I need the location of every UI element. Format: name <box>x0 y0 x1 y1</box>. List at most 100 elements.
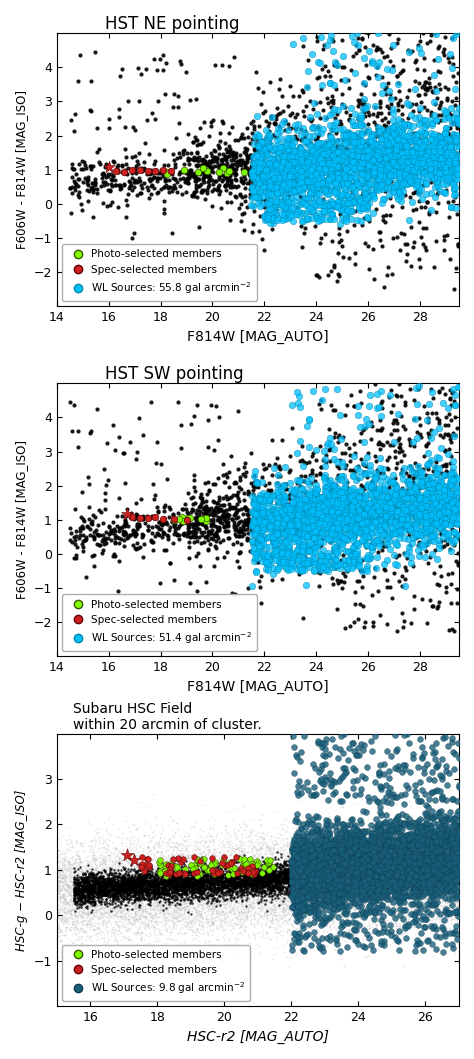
Point <box>240 851 248 868</box>
Point <box>433 111 440 128</box>
Point <box>446 803 454 820</box>
Point <box>421 852 429 869</box>
Point <box>366 842 374 859</box>
Point <box>142 849 149 866</box>
Point <box>136 843 143 860</box>
Point <box>109 860 116 877</box>
Point <box>393 870 401 887</box>
Point <box>61 859 69 876</box>
Point <box>240 841 248 858</box>
Point <box>170 864 178 881</box>
Point <box>55 867 62 884</box>
Point <box>357 898 365 915</box>
Point <box>268 861 276 878</box>
Point <box>341 855 349 872</box>
Point <box>80 878 88 895</box>
Point <box>446 900 453 917</box>
Point <box>387 905 395 922</box>
Point <box>228 868 236 885</box>
Point <box>272 204 280 221</box>
Point <box>205 893 212 910</box>
Point <box>365 841 373 858</box>
Point <box>292 143 300 160</box>
Point <box>306 845 313 862</box>
Point <box>274 881 282 898</box>
Point <box>306 821 314 838</box>
Point <box>272 139 280 156</box>
Point <box>55 854 62 870</box>
Point <box>447 100 455 116</box>
Point <box>445 483 452 500</box>
Point <box>273 523 281 540</box>
Point <box>352 874 359 891</box>
Point <box>259 455 266 472</box>
Point <box>383 615 391 632</box>
Point <box>350 828 357 845</box>
Point <box>340 843 347 860</box>
Point <box>169 863 176 880</box>
Point <box>393 874 401 891</box>
Point <box>113 916 121 933</box>
Point <box>218 867 226 884</box>
Point <box>334 900 341 917</box>
Point <box>409 827 417 844</box>
Point <box>143 894 151 911</box>
Point <box>169 861 176 878</box>
Point <box>193 895 201 912</box>
Point <box>85 920 92 937</box>
Point <box>236 877 243 894</box>
Point <box>395 915 403 932</box>
Point <box>249 881 257 898</box>
Point <box>381 162 389 179</box>
Point <box>293 444 301 461</box>
Point <box>334 151 341 168</box>
Point <box>226 875 233 892</box>
Point <box>198 862 206 879</box>
Point <box>343 900 350 917</box>
Point <box>128 889 136 905</box>
Point <box>295 818 303 834</box>
Point <box>418 822 425 839</box>
Point <box>386 820 394 837</box>
Point <box>186 875 193 892</box>
Point <box>324 866 331 883</box>
Point <box>108 867 116 884</box>
Point <box>342 502 350 519</box>
Point <box>368 843 376 860</box>
Point <box>152 876 160 893</box>
Point <box>453 879 460 896</box>
Point <box>192 864 200 881</box>
Point <box>125 893 132 910</box>
Point <box>71 885 79 902</box>
Point <box>311 907 319 923</box>
Point <box>132 878 139 895</box>
Point <box>306 154 314 170</box>
Point <box>183 893 191 910</box>
Point <box>301 159 308 176</box>
Point <box>346 152 354 169</box>
Point <box>302 159 310 176</box>
Point <box>428 847 436 864</box>
Point <box>168 887 176 904</box>
Point <box>441 846 449 863</box>
Point <box>217 500 225 517</box>
Point <box>162 894 169 911</box>
Point <box>370 866 378 883</box>
Point <box>348 855 356 872</box>
Point <box>414 182 421 199</box>
Point <box>116 880 123 897</box>
Point <box>89 881 96 898</box>
Point <box>273 876 281 893</box>
Point <box>131 878 138 895</box>
Point <box>103 883 110 900</box>
Point <box>191 526 198 543</box>
Point <box>429 882 437 899</box>
Point <box>268 868 276 885</box>
Point <box>429 851 437 868</box>
Point <box>391 496 398 513</box>
Point <box>165 904 173 921</box>
Point <box>406 132 414 149</box>
Point <box>285 204 292 221</box>
Point <box>204 846 212 863</box>
Point <box>223 148 231 165</box>
